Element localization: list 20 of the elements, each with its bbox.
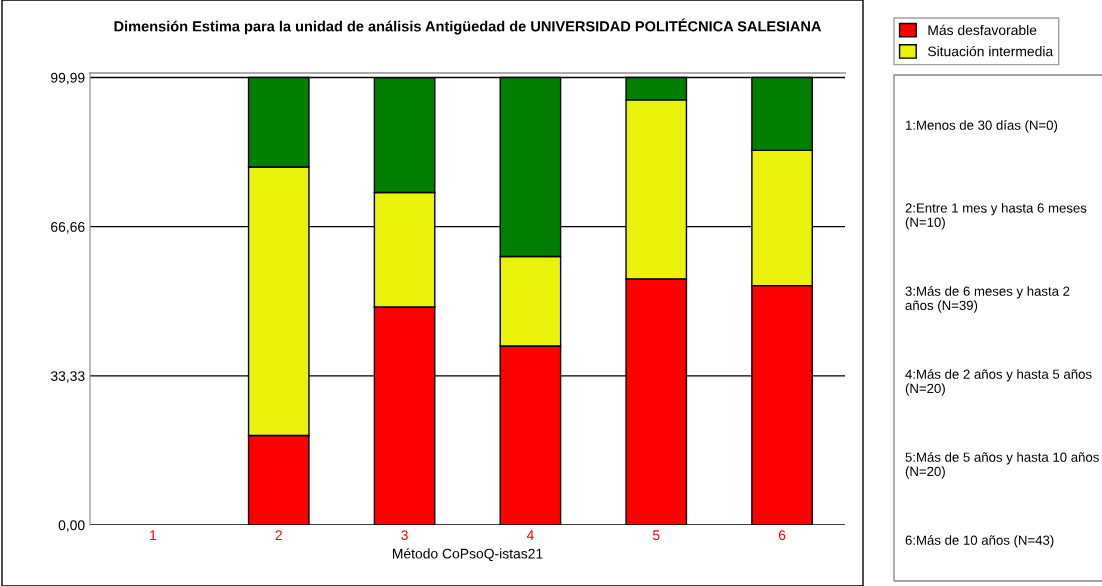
x-axis-title: Método CoPsoQ-istas21 xyxy=(392,548,543,562)
y-tick-label: 66,66 xyxy=(51,222,85,234)
text: 5:Más de 5 años y hasta 10 años (N=20) xyxy=(905,452,1099,479)
chart-title: Dimensión Estima para la unidad de análisis Antigüedad de UNIVERSIDAD POLITÉCNICA SALESIANA xyxy=(114,18,822,35)
text: 3:Más de 6 meses y hasta 2 años (N=39) xyxy=(905,286,1070,313)
text: 2:Entre 1 mes y hasta 6 meses (N=10) xyxy=(905,203,1087,230)
x-tick-label: 6 xyxy=(778,530,786,541)
text: 4:Más de 2 años y hasta 5 años (N=20) xyxy=(905,369,1092,396)
x-tick-label: 5 xyxy=(652,530,660,541)
y-tick-label: 0,00 xyxy=(58,520,85,532)
text: 1:Menos de 30 días (N=0) xyxy=(906,119,1058,133)
legend-label: Situación intermedia xyxy=(927,45,1054,57)
x-tick-label: 2 xyxy=(275,530,282,540)
legend-label: Más desfavorable xyxy=(928,24,1037,36)
y-tick-label: 33,33 xyxy=(50,371,85,383)
y-tick-label: 99,99 xyxy=(51,72,85,85)
x-tick-label: 4 xyxy=(526,530,534,540)
text: 6:Más de 10 años (N=43) xyxy=(905,534,1054,548)
x-tick-label: 3 xyxy=(401,530,408,541)
x-tick-label: 1 xyxy=(150,530,157,540)
